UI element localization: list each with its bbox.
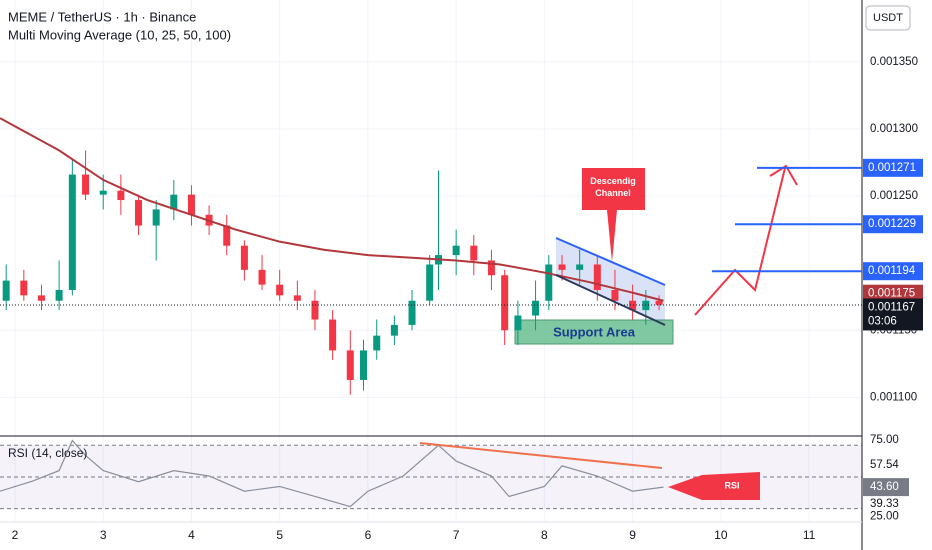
support-area <box>514 319 674 345</box>
last-price-box <box>863 298 923 331</box>
candle-body <box>426 264 434 301</box>
x-tick-label: 5 <box>276 528 283 542</box>
last-price-label: 0.001167 <box>868 301 915 313</box>
candle-body <box>593 264 601 290</box>
moving-average <box>0 117 664 302</box>
channel-callout <box>582 168 645 262</box>
rsi-title: RSI (14, close) <box>8 446 87 460</box>
unit: USDT <box>873 12 903 24</box>
unit-box <box>865 5 911 31</box>
candle-body <box>514 315 522 331</box>
candle-body <box>82 174 90 195</box>
rsi-callout <box>668 472 760 500</box>
channel-fill <box>556 238 665 325</box>
rsi-trendline <box>419 442 663 469</box>
candle-body <box>135 200 143 226</box>
candle-body <box>487 260 495 276</box>
candle-body <box>390 324 398 336</box>
candle-body <box>408 300 416 325</box>
candle-body <box>187 194 195 215</box>
candle-body <box>152 209 160 226</box>
x-tick-label: 7 <box>453 528 460 542</box>
x-tick-label: 2 <box>12 528 19 542</box>
candle-body <box>293 295 301 301</box>
candle-body <box>276 284 284 296</box>
y-tick-label: 75.00 <box>870 434 899 446</box>
y-tick-label: 0.001250 <box>870 190 918 202</box>
x-tick-label: 11 <box>803 528 816 542</box>
annotation: Descendig Channel <box>590 176 636 198</box>
y-tick-label: 0.001350 <box>870 56 918 68</box>
chart-title: MEME / TetherUS · 1h · Binance <box>8 9 196 24</box>
candle-body <box>346 350 354 380</box>
countdown: 03:06 <box>868 315 897 327</box>
candle-body <box>611 290 619 301</box>
candle-body <box>373 335 381 351</box>
candle-body <box>576 264 584 270</box>
candle-body <box>20 280 28 296</box>
ma-price-label: 0.001175 <box>868 288 915 300</box>
candle-body <box>470 245 478 261</box>
x-tick-label: 8 <box>541 528 548 542</box>
plot: 2345678910110.0011000.0011500.0012500.00… <box>12 56 923 542</box>
candle-body <box>55 290 63 301</box>
x-tick-label: 3 <box>100 528 107 542</box>
ma-price-box <box>863 284 923 303</box>
candle-body <box>258 269 266 285</box>
rsi-marker-label: 57.54 <box>870 459 899 471</box>
y-tick-label: 0.001300 <box>870 123 918 135</box>
candle-body <box>501 275 509 331</box>
level-label: 0.001229 <box>868 218 916 230</box>
candle-body <box>37 295 45 301</box>
candle-body <box>532 300 540 316</box>
level-label: 0.001271 <box>868 162 916 174</box>
channel-bottom <box>555 274 666 326</box>
candles <box>0 117 664 508</box>
level-box <box>863 262 923 281</box>
rsi-value-box <box>863 478 909 497</box>
candle-body <box>629 300 637 311</box>
y-tick-label: 25.00 <box>870 511 899 523</box>
candle-body <box>329 319 337 351</box>
rsi-line <box>0 439 664 508</box>
x-tick-label: 10 <box>714 528 728 542</box>
channel-top <box>555 237 666 286</box>
candle-body <box>99 190 107 195</box>
candle-body <box>655 300 663 305</box>
candle-body <box>240 245 248 270</box>
candle-body <box>545 264 553 301</box>
candle-body <box>68 174 76 290</box>
candle-body <box>452 245 460 256</box>
rsi-marker-label: 43.60 <box>870 481 899 493</box>
candle-body <box>311 300 319 320</box>
candle-body <box>2 280 10 301</box>
annotation: Support Area <box>553 324 636 339</box>
candle-body <box>223 225 231 246</box>
level-box <box>863 215 923 234</box>
candle-body <box>360 350 368 380</box>
chart-subtitle: Multi Moving Average (10, 25, 50, 100) <box>8 27 231 42</box>
x-tick-label: 6 <box>365 528 372 542</box>
x-tick-label: 4 <box>188 528 195 542</box>
level-box <box>863 158 923 177</box>
candle-body <box>170 194 178 210</box>
arrow-head <box>769 164 798 186</box>
rsi-marker-label: 39.33 <box>870 498 899 510</box>
y-tick-label: 0.001100 <box>870 391 917 403</box>
candle-body <box>558 264 566 270</box>
annotation: RSI <box>724 480 739 490</box>
candle-body <box>117 190 125 201</box>
level-label: 0.001194 <box>868 265 916 277</box>
x-tick-label: 9 <box>629 528 636 542</box>
projection-arrow <box>694 167 786 316</box>
